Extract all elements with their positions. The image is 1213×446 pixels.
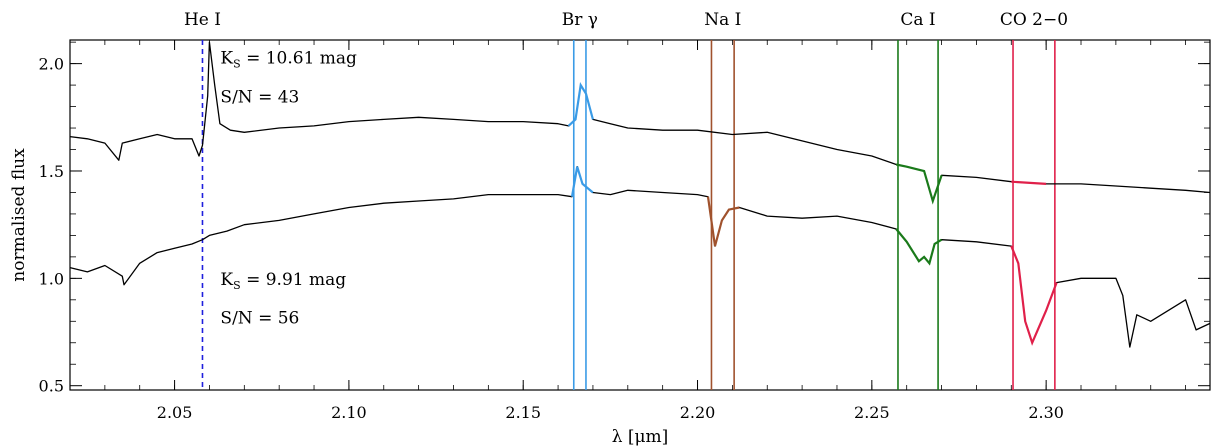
- x-tick-label: 2.10: [331, 403, 367, 422]
- spectrum-highlight: [895, 228, 943, 266]
- annotation-text: S/N = 56: [220, 308, 299, 328]
- annotations: KS = 10.61 mag S/N = 43 KS = 9.91 mag S/N =…: [220, 49, 357, 329]
- y-tick-label: 0.5: [39, 377, 64, 396]
- x-tick-label: 2.20: [680, 403, 716, 422]
- annotation-text: KS = 9.91 mag: [220, 270, 346, 292]
- spectral-line-markers: [201, 40, 1056, 390]
- spectrum-highlight: [570, 166, 594, 197]
- x-tick-label: 2.15: [505, 403, 541, 422]
- spectrum-highlight: [1010, 245, 1058, 346]
- spectral-line-label: Br γ: [562, 10, 598, 30]
- x-tick-label: 2.25: [854, 403, 890, 422]
- x-tick-label: 2.05: [157, 403, 193, 422]
- spectrum-highlight: [895, 163, 943, 205]
- x-tick-label: 2.30: [1028, 403, 1064, 422]
- spectral-line-label: Na I: [704, 10, 741, 30]
- spectral-line-label: CO 2−0: [1000, 10, 1068, 30]
- spectrum-highlight: [567, 81, 594, 127]
- spectrum-highlight: [1011, 180, 1047, 185]
- y-tick-label: 2.0: [39, 55, 64, 74]
- plot-frame: [69, 39, 1211, 391]
- y-tick-label: 1.5: [39, 162, 64, 181]
- annotation-text: S/N = 43: [220, 87, 299, 107]
- axis-ticks: 2.05 2.10 2.15 2.20 2.25 2.30 0.5 1.0 1.5 2.0: [39, 40, 1210, 422]
- y-axis-title: normalised flux: [9, 148, 29, 282]
- annotation-text: KS = 10.61 mag: [220, 49, 357, 71]
- spectral-line-label: Ca I: [900, 10, 935, 30]
- spectrum-highlight: [706, 196, 740, 247]
- x-axis-title: λ [μm]: [612, 427, 669, 446]
- spectral-line-label: He I: [184, 10, 221, 30]
- spectral-line-labels: He I Br γ Na I Ca I CO 2−0: [184, 10, 1068, 30]
- y-tick-label: 1.0: [39, 269, 64, 288]
- spectra-layer: [69, 41, 1211, 348]
